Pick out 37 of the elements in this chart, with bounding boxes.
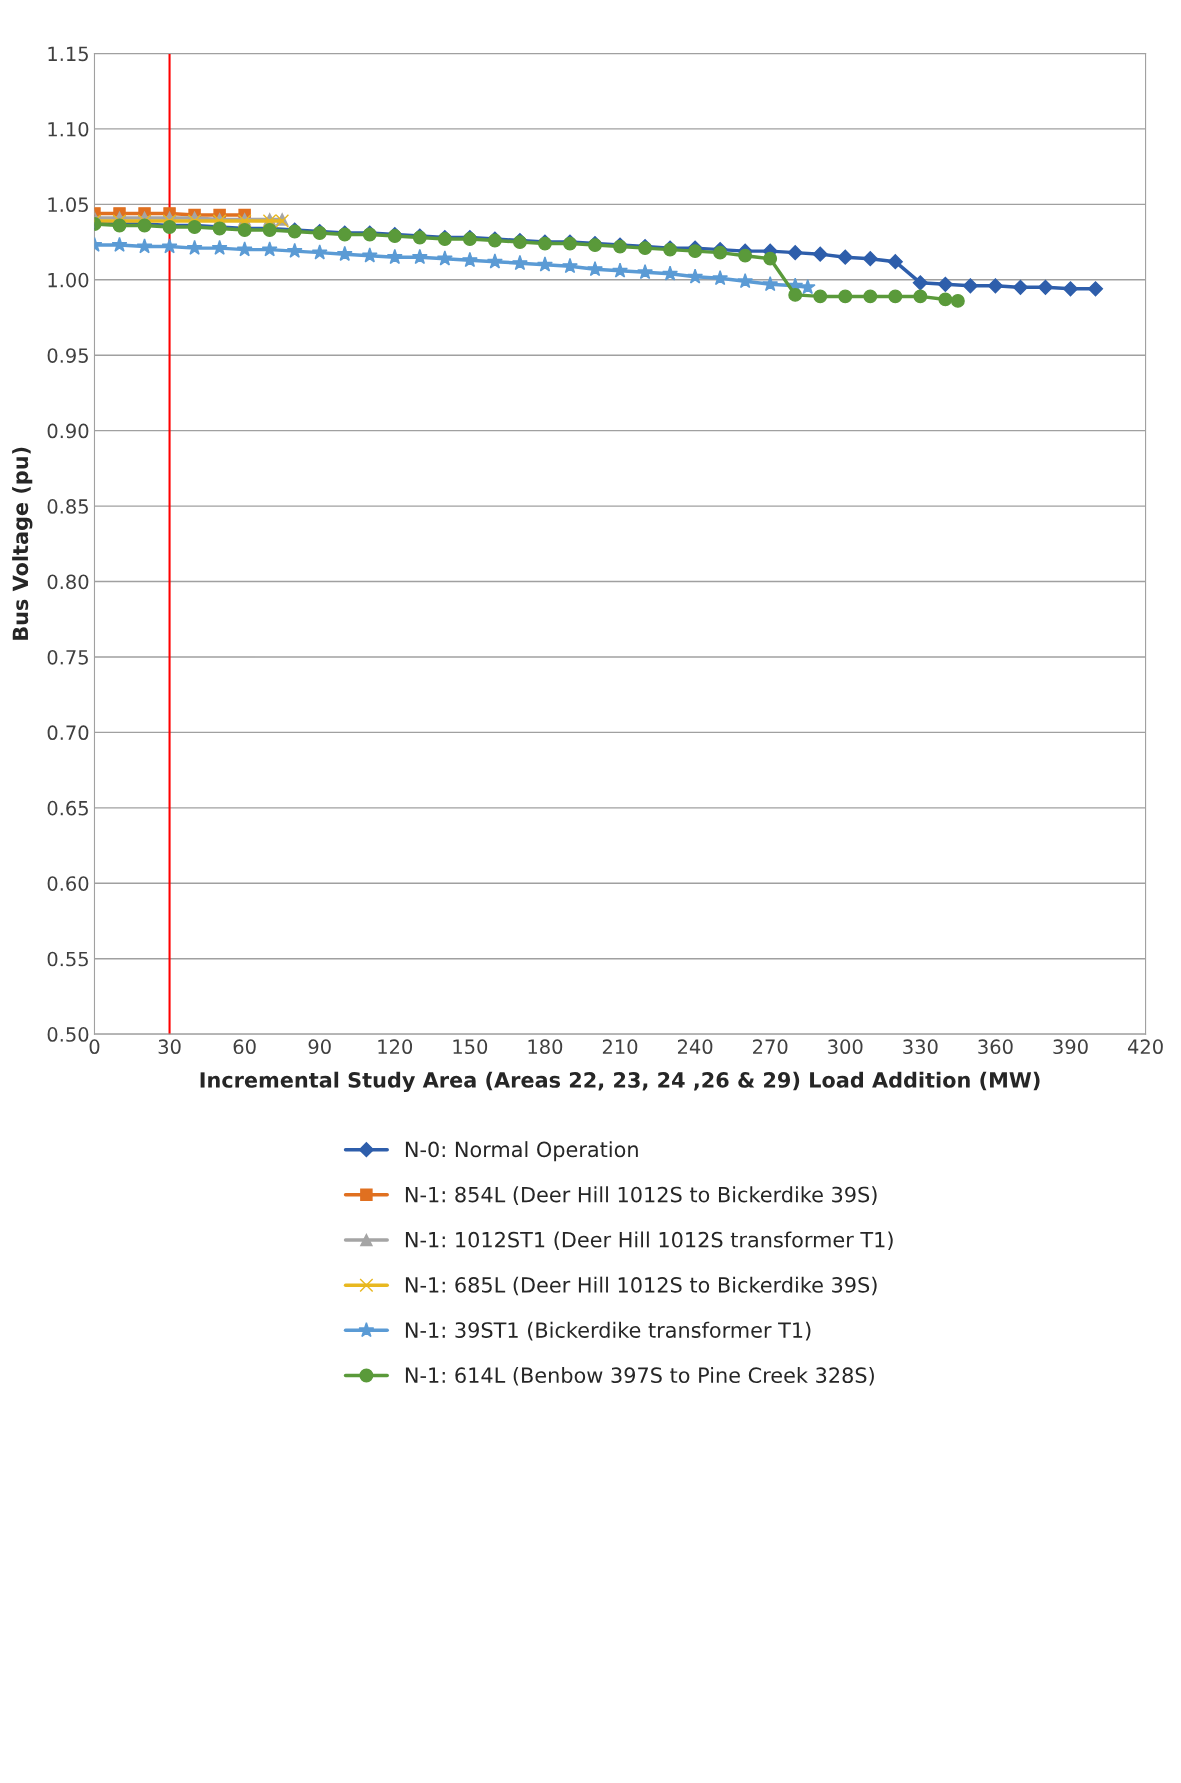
y-tick-label: 0.65 [47, 800, 88, 816]
x-tick-label: 330 [903, 1039, 938, 1055]
legend-label: N-1: 685L (Deer Hill 1012S to Bickerdike 39S) [405, 1276, 877, 1296]
y-tick-label: 0.60 [47, 876, 89, 891]
x-tick-label: 120 [378, 1039, 413, 1055]
x-tick-label: 240 [677, 1039, 713, 1055]
y-tick-label: 0.55 [47, 951, 88, 967]
x-tick-label: 150 [453, 1039, 488, 1055]
x-tick-label: 420 [1127, 1039, 1163, 1055]
legend-label: N-1: 39ST1 (Bickerdike transformer T1) [405, 1321, 811, 1341]
x-tick-label: 300 [828, 1039, 863, 1055]
x-axis-title: Incremental Study Area (Areas 22, 23, 24 ,26 & 29) Load Addition (MW) [200, 1071, 1040, 1093]
y-tick-label: 1.15 [48, 46, 88, 62]
x-tick-label: 360 [978, 1039, 1013, 1055]
x-tick-label: 180 [528, 1039, 563, 1055]
x-tick-label: 60 [233, 1039, 256, 1055]
legend-label: N-1: 614L (Benbow 397S to Pine Creek 328S) [405, 1366, 874, 1386]
y-tick-label: 1.05 [48, 197, 88, 213]
x-tick-label: 30 [158, 1039, 181, 1055]
y-tick-label: 0.90 [47, 423, 89, 439]
x-tick-label: 0 [89, 1039, 100, 1055]
y-tick-label: 0.85 [47, 499, 88, 514]
y-tick-label: 1.10 [48, 121, 89, 137]
y-tick-label: 0.80 [47, 574, 89, 590]
x-tick-label: 90 [308, 1039, 331, 1055]
legend-label: N-1: 854L (Deer Hill 1012S to Bickerdike 39S) [405, 1186, 877, 1205]
x-tick-label: 210 [602, 1039, 638, 1055]
y-tick-label: 1.00 [48, 272, 89, 288]
y-tick-label: 0.70 [47, 725, 89, 741]
y-tick-label: 0.95 [47, 348, 88, 363]
x-tick-label: 390 [1053, 1039, 1088, 1055]
y-tick-label: 0.75 [47, 649, 88, 665]
y-axis-title: Bus Voltage (pu) [12, 447, 33, 640]
legend-label: N-1: 1012ST1 (Deer Hill 1012S transformer T1) [405, 1231, 893, 1251]
legend-label: N-0: Normal Operation [405, 1141, 638, 1162]
x-tick-label: 270 [753, 1039, 788, 1055]
y-tick-label: 0.50 [47, 1027, 89, 1042]
